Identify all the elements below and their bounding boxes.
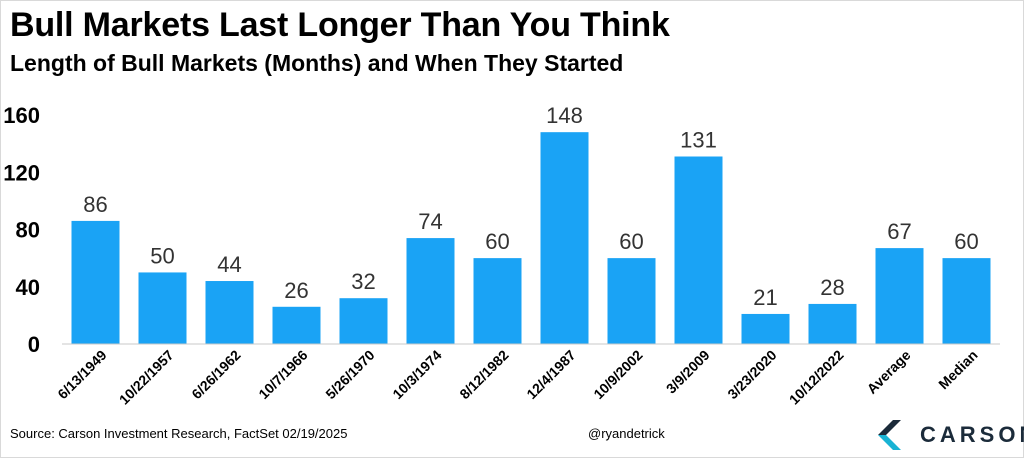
bar-value-label: 26 — [284, 278, 308, 303]
bar — [942, 258, 991, 344]
bar — [272, 306, 321, 344]
bar-value-label: 28 — [820, 275, 844, 300]
value-labels: 86 50 44 26 32 74 60 148 60 131 21 28 67 60 — [83, 103, 978, 310]
bar — [473, 258, 522, 344]
bar-value-label: 60 — [485, 229, 509, 254]
x-tick-label: 5/26/1970 — [322, 347, 378, 403]
bar — [138, 272, 187, 344]
x-tick-label: 10/7/1966 — [255, 347, 311, 403]
chart-title: Bull Markets Last Longer Than You Think — [10, 6, 670, 44]
bar — [540, 132, 589, 344]
y-tick-label: 0 — [28, 332, 40, 357]
bar-value-label: 60 — [619, 229, 643, 254]
bar — [875, 248, 924, 344]
x-tick-label: 6/26/1962 — [188, 347, 244, 403]
x-tick-label: Median — [935, 347, 980, 392]
y-tick-label: 160 — [3, 103, 40, 128]
bar — [741, 313, 790, 344]
x-tick-label: 3/9/2009 — [663, 347, 713, 397]
bars — [71, 132, 991, 344]
bar — [71, 220, 120, 344]
bar-value-label: 86 — [83, 192, 107, 217]
carson-logo-icon — [878, 420, 901, 450]
bar-value-label: 148 — [546, 103, 583, 128]
x-tick-label: 10/9/2002 — [590, 347, 646, 403]
y-tick-label: 80 — [16, 218, 40, 243]
x-tick-label: 8/12/1982 — [456, 347, 512, 403]
x-tick-label: Average — [864, 347, 914, 397]
bar — [607, 258, 656, 344]
bar — [339, 298, 388, 344]
x-axis-labels: 6/13/1949 10/22/1957 6/26/1962 10/7/1966 5/2… — [54, 347, 980, 408]
x-tick-label: 12/4/1987 — [523, 347, 579, 403]
author-handle: @ryandetrick — [588, 426, 665, 441]
bar-value-label: 44 — [217, 252, 241, 277]
bar-value-label: 50 — [150, 243, 174, 268]
bar — [808, 303, 857, 344]
carson-logo: CARSON — [876, 417, 1024, 453]
bar — [674, 156, 723, 344]
x-tick-label: 10/22/1957 — [116, 347, 177, 408]
bar-value-label: 131 — [680, 128, 717, 153]
bar — [406, 238, 455, 344]
x-tick-label: 6/13/1949 — [54, 347, 110, 403]
bar-value-label: 60 — [954, 229, 978, 254]
chart-subtitle: Length of Bull Markets (Months) and When… — [10, 50, 624, 76]
source-note: Source: Carson Investment Research, Fact… — [10, 426, 348, 441]
bar-value-label: 67 — [887, 219, 911, 244]
x-tick-label: 10/12/2022 — [786, 347, 847, 408]
bar — [205, 281, 254, 344]
y-tick-label: 120 — [3, 160, 40, 185]
x-tick-label: 3/23/2020 — [724, 347, 780, 403]
y-axis: 0 40 80 120 160 — [3, 103, 40, 357]
bar-value-label: 74 — [418, 209, 442, 234]
x-tick-label: 10/3/1974 — [389, 347, 445, 403]
bar-value-label: 21 — [753, 285, 777, 310]
carson-logo-text: CARSON — [920, 422, 1024, 447]
bar-value-label: 32 — [351, 269, 375, 294]
y-tick-label: 40 — [16, 275, 40, 300]
